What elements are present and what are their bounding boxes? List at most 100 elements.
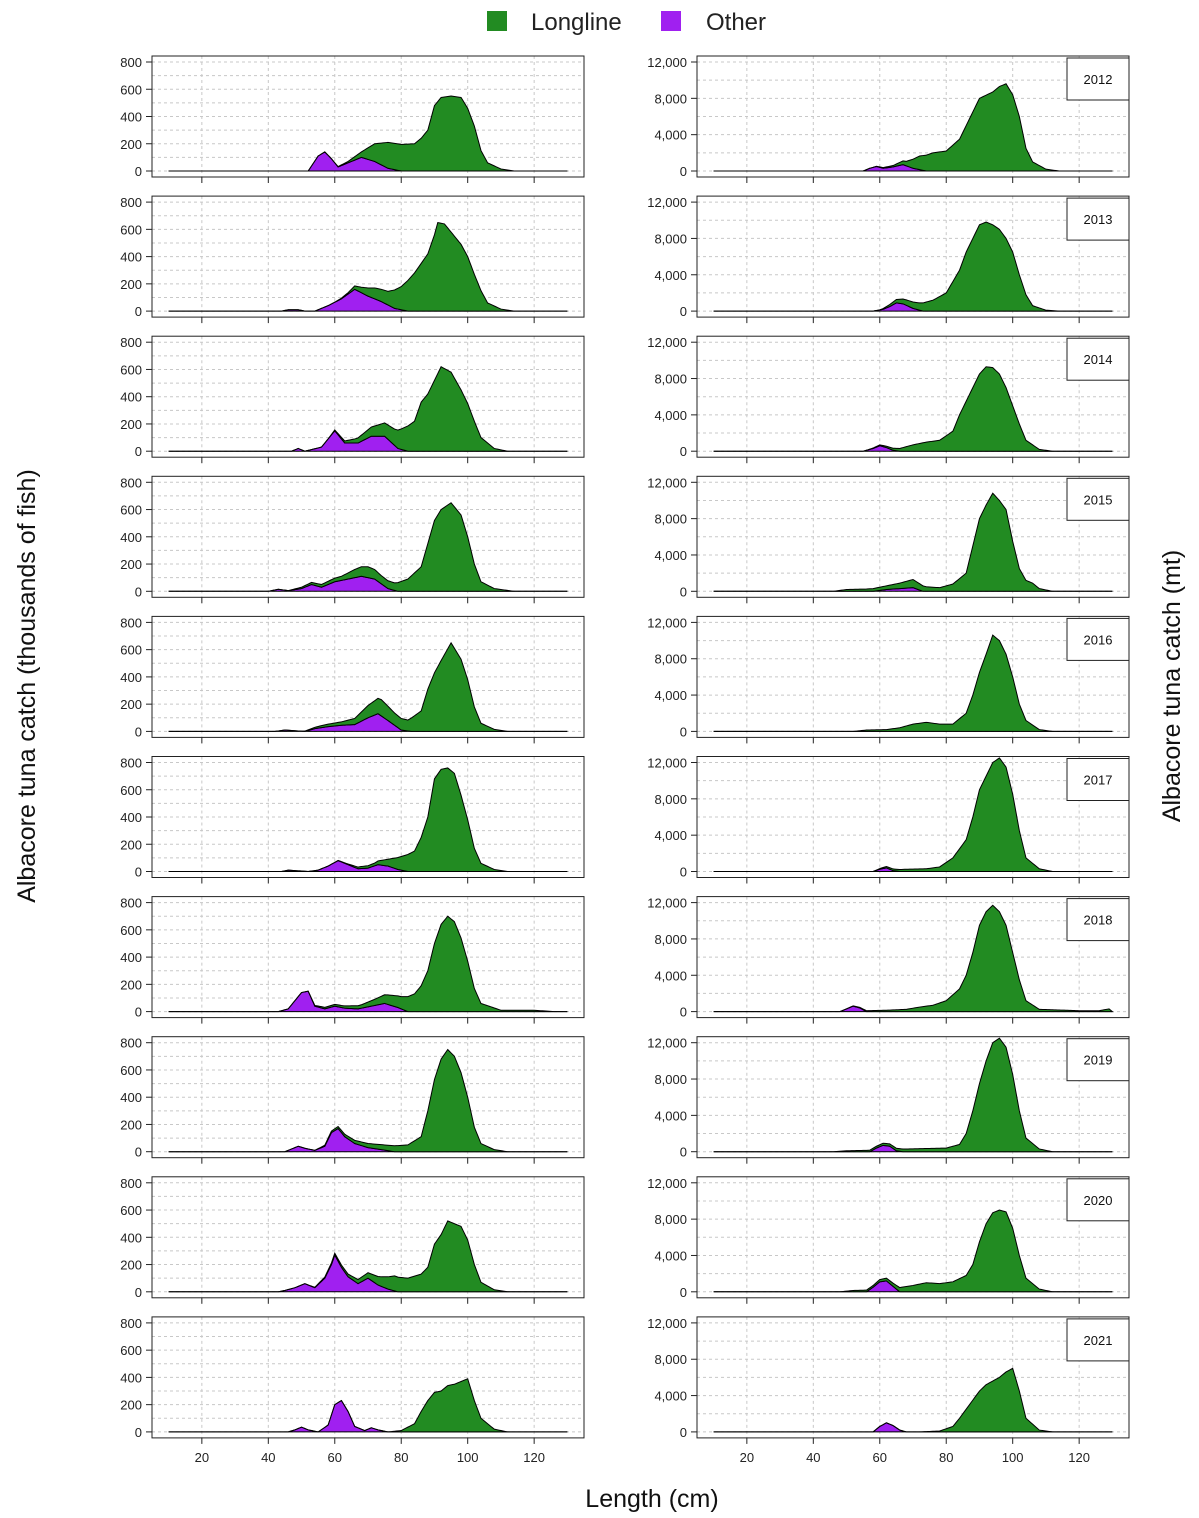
area-longline (168, 502, 568, 592)
y-tick-label: 0 (680, 304, 687, 319)
area-longline (168, 1048, 568, 1153)
grid (697, 336, 1129, 458)
legend-label-longline: Longline (531, 9, 622, 36)
y-tick-label: 200 (120, 1258, 142, 1273)
panel-number-2012: 0 200 400 600 800 (120, 55, 585, 183)
y-tick-label: 600 (120, 503, 142, 518)
year-label-box (1066, 337, 1130, 381)
grid (152, 196, 584, 318)
y-tick-label: 200 (120, 137, 142, 152)
area-longline (168, 915, 568, 1013)
area-longline (713, 492, 1113, 592)
y-tick-label: 12,000 (647, 615, 687, 630)
y-tick-label: 800 (120, 1036, 142, 1051)
panel-frame (696, 1036, 1130, 1159)
y-tick-label: 800 (120, 1176, 142, 1191)
year-label-box (1066, 1038, 1130, 1082)
year-label: 2016 (1084, 632, 1113, 647)
x-tick-label: 20 (195, 1450, 209, 1465)
area-other (168, 1127, 568, 1153)
x-axis-title: Length (cm) (585, 1485, 718, 1513)
y-tick-label: 8,000 (654, 1072, 687, 1087)
y-tick-label: 8,000 (654, 1212, 687, 1227)
grid (697, 1176, 1129, 1298)
panel-weight-2017: 0 4,000 8,000 12,000 2017 (647, 756, 1130, 884)
y-tick-label: 0 (680, 1145, 687, 1160)
y-tick-label: 800 (120, 475, 142, 490)
panel-frame (696, 896, 1130, 1019)
y-tick-label: 400 (120, 950, 142, 965)
panel-weight-2020: 0 4,000 8,000 12,000 2020 (647, 1176, 1130, 1304)
y-tick-label: 600 (120, 783, 142, 798)
area-other (168, 575, 568, 592)
y-tick-label: 800 (120, 615, 142, 630)
grid (152, 896, 584, 1018)
y-tick-label: 600 (120, 1203, 142, 1218)
panel-weight-2012: 0 4,000 8,000 12,000 2012 (647, 55, 1130, 183)
y-tick-label: 12,000 (647, 1316, 687, 1331)
x-tick-label: 40 (806, 1450, 820, 1465)
panel-frame (696, 615, 1130, 738)
x-tick-label: 40 (261, 1450, 275, 1465)
y-tick-label: 4,000 (654, 828, 687, 843)
y-tick-label: 0 (680, 164, 687, 179)
x-tick-label: 120 (523, 1450, 545, 1465)
grid (697, 896, 1129, 1018)
y-tick-label: 8,000 (654, 372, 687, 387)
y-tick-label: 600 (120, 362, 142, 377)
y-tick-label: 0 (680, 865, 687, 880)
y-tick-label: 800 (120, 55, 142, 70)
y-tick-label: 0 (135, 164, 142, 179)
panel-weight-2021: 0 4,000 8,000 12,000 2021 20 40 60 80 100 120 (647, 1316, 1130, 1465)
y-tick-label: 0 (135, 1285, 142, 1300)
y-tick-label: 8,000 (654, 91, 687, 106)
y-tick-label: 0 (135, 865, 142, 880)
grid (152, 1176, 584, 1298)
grid (697, 1316, 1129, 1438)
area-longline (168, 1378, 568, 1433)
y-tick-label: 0 (680, 1005, 687, 1020)
x-tick-label: 80 (394, 1450, 408, 1465)
y-tick-label: 12,000 (647, 335, 687, 350)
year-label: 2018 (1084, 913, 1113, 928)
y-tick-label: 200 (120, 277, 142, 292)
y-tick-label: 400 (120, 530, 142, 545)
panel-number-2016: 0 200 400 600 800 (120, 615, 585, 744)
area-longline (168, 366, 568, 452)
panel-weight-2019: 0 4,000 8,000 12,000 2019 (647, 1036, 1130, 1164)
y-tick-label: 4,000 (654, 968, 687, 983)
panel-number-2020: 0 200 400 600 800 (120, 1176, 585, 1304)
year-label: 2014 (1084, 352, 1113, 367)
x-tick-label: 60 (328, 1450, 342, 1465)
year-label-box (1066, 57, 1130, 101)
x-tick-label: 120 (1068, 1450, 1090, 1465)
grid (697, 1036, 1129, 1158)
y-tick-label: 12,000 (647, 55, 687, 70)
year-label: 2013 (1084, 212, 1113, 227)
legend-swatch-other (661, 11, 681, 31)
y-tick-label: 0 (680, 584, 687, 599)
area-longline (168, 221, 568, 312)
year-label-box (1066, 898, 1130, 942)
y-tick-label: 0 (680, 444, 687, 459)
y-tick-label: 0 (135, 724, 142, 739)
y-tick-label: 0 (680, 1425, 687, 1440)
y-tick-label: 8,000 (654, 1352, 687, 1367)
area-longline (713, 83, 1113, 172)
year-label: 2015 (1084, 492, 1113, 507)
grid (152, 1036, 584, 1158)
y-tick-label: 12,000 (647, 475, 687, 490)
panel-weight-2014: 0 4,000 8,000 12,000 2014 (647, 335, 1130, 464)
y-tick-label: 400 (120, 1370, 142, 1385)
legend: Longline Other (487, 9, 766, 36)
panel-weight-2016: 0 4,000 8,000 12,000 2016 (647, 615, 1130, 744)
year-label-box (1066, 197, 1130, 241)
y-axis-title-left: Albacore tuna catch (thousands of fish) (13, 469, 41, 903)
year-label: 2019 (1084, 1053, 1113, 1068)
y-tick-label: 400 (120, 1230, 142, 1245)
y-tick-label: 12,000 (647, 756, 687, 771)
x-tick-label: 60 (873, 1450, 887, 1465)
y-tick-label: 200 (120, 837, 142, 852)
y-tick-label: 400 (120, 1090, 142, 1105)
y-tick-label: 200 (120, 1398, 142, 1413)
